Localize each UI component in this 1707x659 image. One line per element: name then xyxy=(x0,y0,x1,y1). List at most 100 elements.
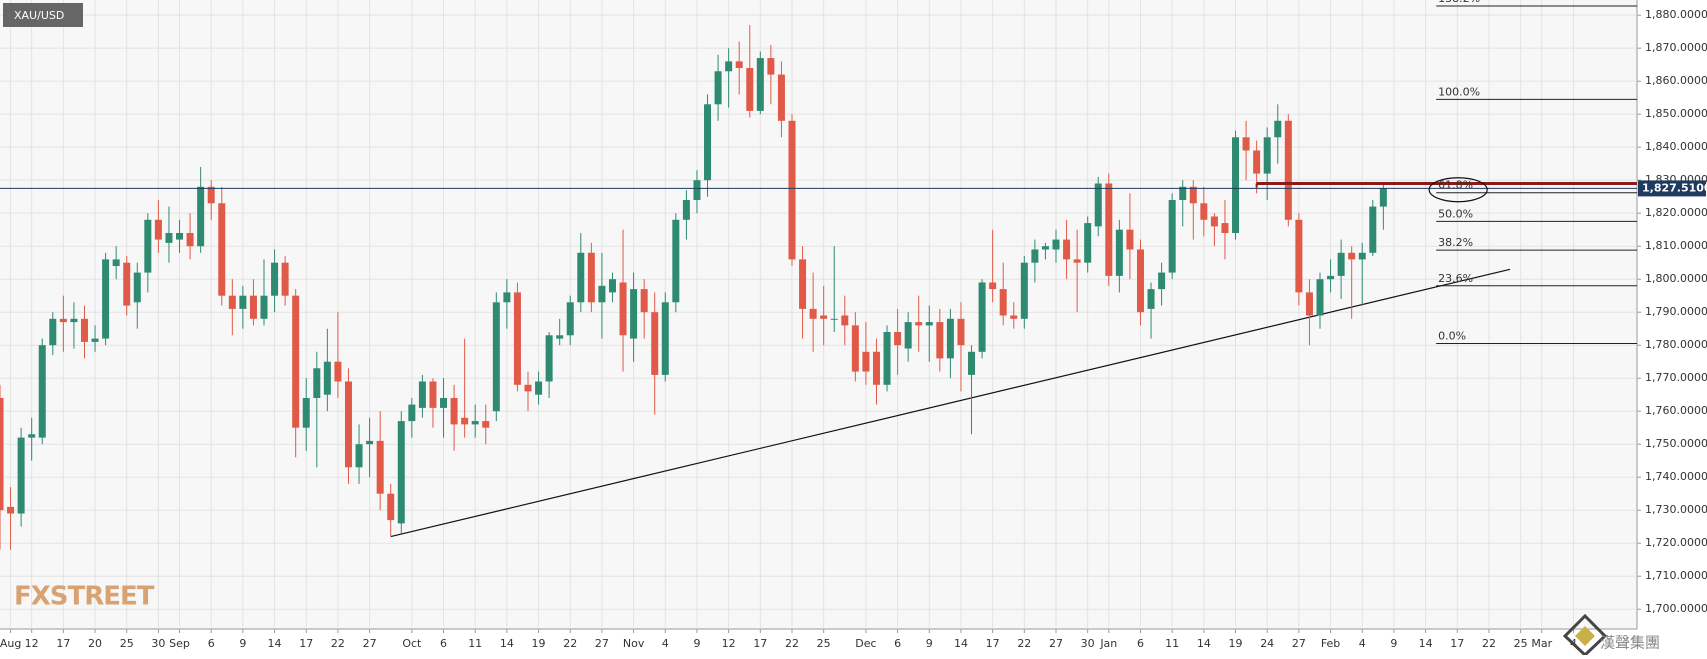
candle-body xyxy=(1189,186,1197,204)
x-tick-label: 6 xyxy=(894,637,901,650)
candle-body xyxy=(218,203,226,296)
candle-body xyxy=(471,421,479,425)
y-tick-label: 1,810.0000 xyxy=(1645,239,1707,252)
candle-body xyxy=(154,219,162,240)
candle-body xyxy=(640,289,648,313)
candle-body xyxy=(1115,229,1123,276)
candle-body xyxy=(1327,275,1335,280)
x-tick-label: 11 xyxy=(468,637,482,650)
candle-body xyxy=(925,322,933,326)
candle-body xyxy=(1084,223,1092,263)
candle-body xyxy=(271,262,279,296)
candle-body xyxy=(176,232,184,240)
candle-body xyxy=(1020,262,1028,319)
x-tick-label: 22 xyxy=(563,637,577,650)
candle-body xyxy=(989,282,997,290)
candle-body xyxy=(503,292,511,303)
candle-body xyxy=(1179,186,1187,200)
grid xyxy=(0,0,1641,633)
x-tick-label: 17 xyxy=(1450,637,1464,650)
candle-body xyxy=(1274,120,1282,138)
candle-body xyxy=(799,259,807,309)
candle-body xyxy=(672,219,680,303)
candle-body xyxy=(1105,183,1113,276)
candle-body xyxy=(809,308,817,319)
candle-body xyxy=(1379,188,1387,207)
candle-body xyxy=(0,397,4,511)
candle-body xyxy=(102,259,110,339)
x-tick-label: 22 xyxy=(1482,637,1496,650)
y-tick-label: 1,870.0000 xyxy=(1645,41,1707,54)
candle-body xyxy=(556,335,564,339)
candle-body xyxy=(186,232,194,247)
x-tick-label: 27 xyxy=(595,637,609,650)
candle-body xyxy=(281,262,289,296)
candle-body xyxy=(1094,183,1102,227)
x-tick-label: Oct xyxy=(402,637,422,650)
fib-label: 100.0% xyxy=(1438,85,1480,98)
x-tick-label: Nov xyxy=(623,637,645,650)
watermark-icon xyxy=(1562,613,1608,658)
candle-body xyxy=(872,351,880,385)
candle-body xyxy=(408,404,416,422)
candle-body xyxy=(344,381,352,468)
y-tick-label: 1,720.0000 xyxy=(1645,536,1707,549)
candle-body xyxy=(355,444,363,468)
candle-body xyxy=(260,295,268,319)
candle-body xyxy=(999,289,1007,316)
x-tick-label: 6 xyxy=(208,637,215,650)
candle-body xyxy=(387,493,395,521)
candle-body xyxy=(587,252,595,303)
marks xyxy=(0,5,1637,550)
x-tick-label: 20 xyxy=(88,637,102,650)
candle-body xyxy=(323,361,331,395)
fib-label: 0.0% xyxy=(1438,330,1466,343)
candle-body xyxy=(313,368,321,398)
y-tick-label: 1,760.0000 xyxy=(1645,404,1707,417)
candle-body xyxy=(450,397,458,425)
candle-body xyxy=(704,104,712,181)
candle-body xyxy=(883,331,891,385)
candle-body xyxy=(366,440,374,445)
candle-body xyxy=(1284,120,1292,220)
candle-body xyxy=(1147,289,1155,309)
x-tick-label: 14 xyxy=(954,637,968,650)
candle-body xyxy=(418,381,426,408)
candle-body xyxy=(429,381,437,408)
candle-body xyxy=(1305,292,1313,316)
x-tick-label: 19 xyxy=(532,637,546,650)
candle-body xyxy=(1200,203,1208,220)
candle-body xyxy=(904,322,912,349)
candle-body xyxy=(714,71,722,105)
candle-body xyxy=(608,279,616,293)
candle-body xyxy=(968,351,976,375)
watermark-icon-inner xyxy=(1575,626,1595,646)
candle-body xyxy=(1232,137,1240,233)
plot-background xyxy=(0,0,1637,629)
x-tick-label: 24 xyxy=(1260,637,1274,650)
candle-body xyxy=(1168,199,1176,273)
candle-body xyxy=(682,199,690,220)
candle-body xyxy=(70,318,78,323)
candle-body xyxy=(1358,252,1366,260)
price-label-box xyxy=(1638,180,1706,197)
candle-body xyxy=(1041,246,1049,250)
x-tick-label: 25 xyxy=(120,637,134,650)
y-tick-label: 1,740.0000 xyxy=(1645,470,1707,483)
candle-body xyxy=(725,61,733,72)
candle-body xyxy=(1295,219,1303,293)
candle-body xyxy=(651,312,659,375)
x-tick-label: Aug xyxy=(0,637,21,650)
fib-label: 38.2% xyxy=(1438,236,1473,249)
y-tick-label: 1,820.0000 xyxy=(1645,206,1707,219)
candle-body xyxy=(841,315,849,326)
y-tick-label: 1,840.0000 xyxy=(1645,140,1707,153)
y-tick-label: 1,710.0000 xyxy=(1645,569,1707,582)
fib-label: 138.2% xyxy=(1438,0,1480,5)
x-tick-label: 6 xyxy=(440,637,447,650)
y-tick-label: 1,880.0000 xyxy=(1645,8,1707,21)
fib-label: 61.8% xyxy=(1438,179,1473,192)
candle-body xyxy=(1136,249,1144,313)
candle-body xyxy=(228,295,236,309)
